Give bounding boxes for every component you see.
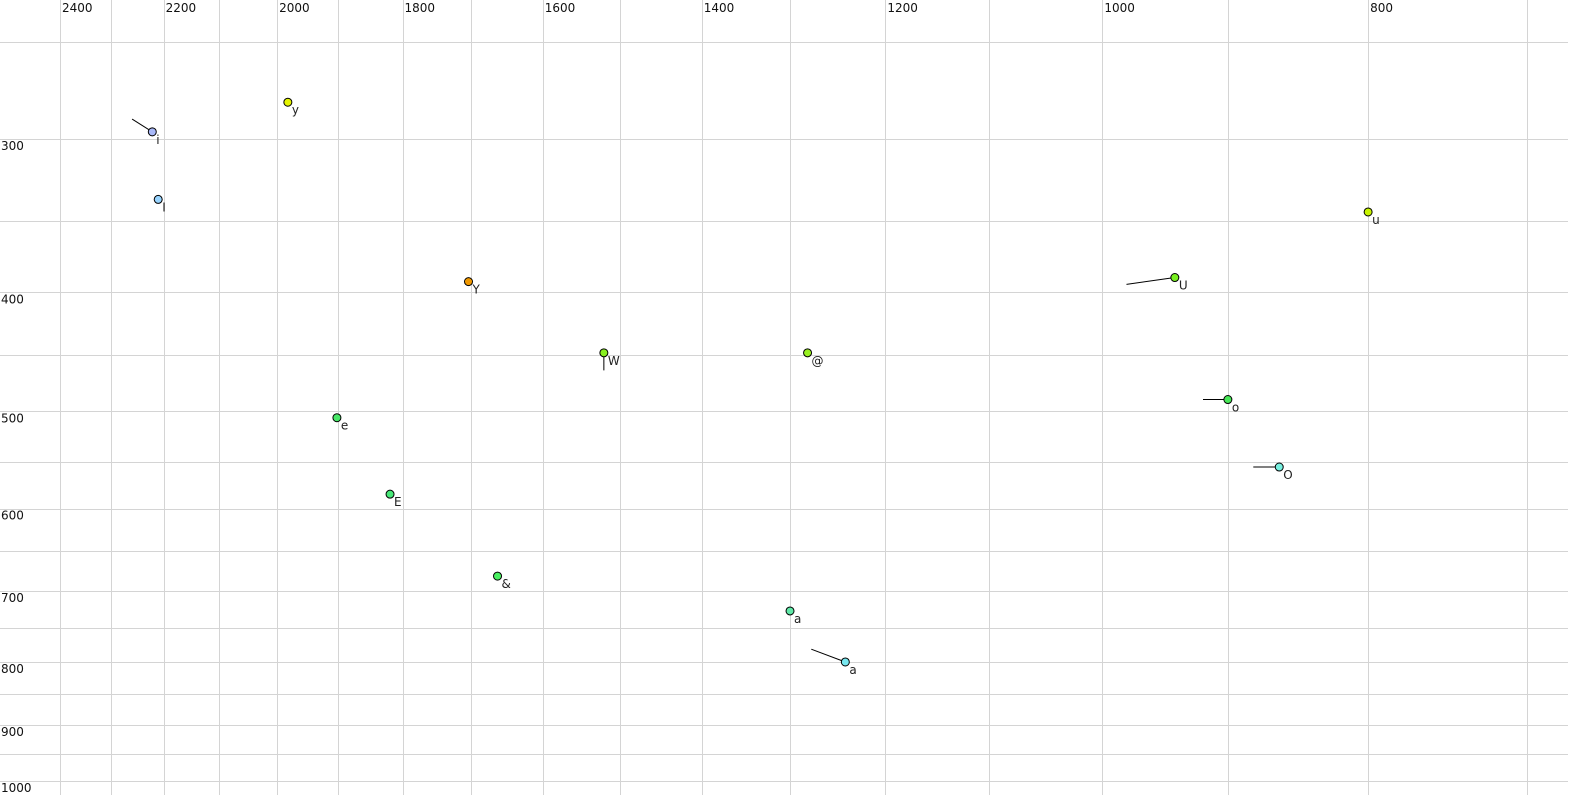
- y-tick-label: 900: [1, 725, 24, 739]
- vowel-label: i: [156, 133, 159, 147]
- x-tick-label: 1800: [405, 1, 436, 15]
- vowel-label: y: [292, 103, 299, 117]
- data-point-marker: [840, 657, 850, 667]
- y-axis-ticks: 300 400 500 600 700 800 900 1000: [1, 139, 32, 795]
- data-point-marker: [385, 489, 395, 499]
- data-point-marker: [332, 413, 342, 423]
- vowel-point: &: [493, 571, 511, 591]
- y-tick-label: 700: [1, 591, 24, 605]
- data-points: i Iy Y W @ e E & a a Uu o O: [131, 97, 1380, 677]
- trajectory-line: [1126, 277, 1175, 285]
- x-tick-label: 1600: [545, 1, 576, 15]
- data-point-marker: [283, 97, 293, 107]
- data-point-marker: [599, 348, 609, 358]
- y-tick-label: 400: [1, 292, 24, 306]
- vowel-point: W: [599, 348, 620, 371]
- vowel-label: e: [341, 419, 348, 433]
- y-tick-label: 600: [1, 509, 24, 523]
- data-point-marker: [493, 571, 503, 581]
- data-point-marker: [1363, 207, 1373, 217]
- data-point-marker: [147, 127, 157, 137]
- data-point-marker: [464, 277, 474, 287]
- vowel-point: a: [785, 606, 801, 626]
- y-tick-label: 1000: [1, 781, 32, 795]
- y-tick-label: 500: [1, 411, 24, 425]
- y-tick-label: 800: [1, 662, 24, 676]
- x-tick-label: 2400: [62, 1, 93, 15]
- data-point-marker: [1223, 395, 1233, 405]
- vowel-label: O: [1283, 468, 1292, 482]
- vowel-label: &: [502, 577, 511, 591]
- vowel-point: u: [1363, 207, 1380, 227]
- vowel-label: a: [794, 612, 801, 626]
- x-tick-label: 2200: [166, 1, 197, 15]
- x-axis-ticks: 2400 2200 2000 1800 1600 1400 1200 1000 800: [62, 1, 1393, 15]
- x-tick-label: 2000: [279, 1, 310, 15]
- y-tick-label: 300: [1, 139, 24, 153]
- x-tick-label: 1000: [1104, 1, 1135, 15]
- data-point-marker: [1274, 462, 1284, 472]
- vowel-point: a: [811, 648, 857, 677]
- vowel-point: e: [332, 413, 348, 433]
- vowel-label: I: [162, 200, 166, 214]
- vowel-label: a: [849, 663, 856, 677]
- trajectory-line: [811, 648, 846, 663]
- vowel-point: y: [283, 97, 299, 117]
- vowel-point: @: [803, 348, 824, 368]
- data-point-marker: [785, 606, 795, 616]
- vowel-label: @: [812, 354, 824, 368]
- data-point-marker: [1170, 273, 1180, 283]
- vowel-label: E: [394, 495, 402, 509]
- x-tick-label: 800: [1370, 1, 1393, 15]
- x-tick-label: 1200: [887, 1, 918, 15]
- data-point-marker: [153, 194, 163, 204]
- vowel-label: Y: [472, 283, 481, 297]
- vowel-point: E: [385, 489, 402, 509]
- vowel-point: i: [131, 118, 160, 147]
- vowel-point: O: [1253, 462, 1293, 482]
- vowel-point: U: [1126, 273, 1188, 293]
- vowel-label: U: [1179, 279, 1188, 293]
- vowel-label: W: [608, 354, 620, 368]
- x-tick-label: 1400: [704, 1, 735, 15]
- vowel-point: I: [153, 194, 166, 214]
- vowel-label: o: [1232, 401, 1239, 415]
- data-point-marker: [803, 348, 813, 358]
- vowel-label: u: [1372, 213, 1380, 227]
- vowel-point: Y: [464, 277, 481, 297]
- vowel-point: o: [1202, 395, 1239, 415]
